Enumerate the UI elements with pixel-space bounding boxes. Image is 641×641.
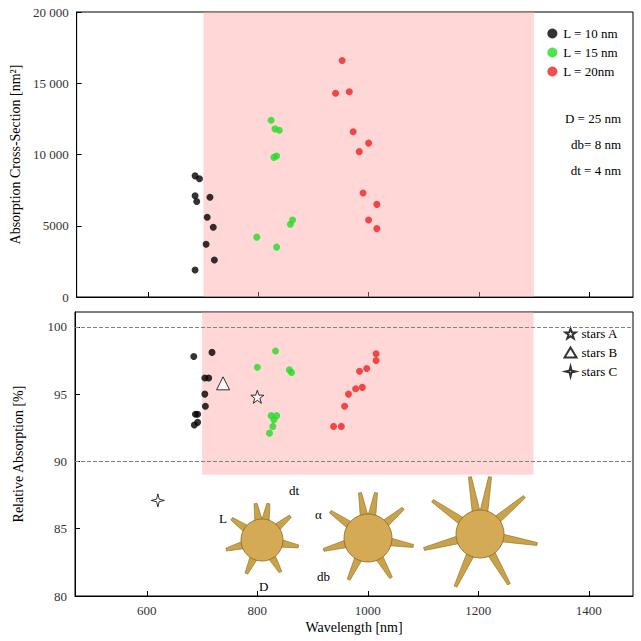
svg-text:dt = 4 nm: dt = 4 nm: [571, 163, 621, 178]
svg-text:D: D: [259, 579, 268, 594]
svg-text:stars C: stars C: [582, 364, 618, 379]
svg-text:Absorption Cross-Section [nm²]: Absorption Cross-Section [nm²]: [8, 65, 23, 245]
svg-text:db= 8 nm: db= 8 nm: [571, 137, 621, 152]
svg-text:L: L: [219, 511, 227, 526]
svg-text:α: α: [315, 507, 322, 522]
svg-text:20 000: 20 000: [33, 5, 69, 20]
svg-text:dt: dt: [289, 483, 300, 498]
svg-text:D = 25 nm: D = 25 nm: [565, 111, 621, 126]
svg-text:90: 90: [54, 454, 67, 469]
svg-text:L = 15 nm: L = 15 nm: [563, 45, 617, 60]
svg-text:Wavelength [nm]: Wavelength [nm]: [305, 620, 402, 635]
svg-text:95: 95: [54, 387, 67, 402]
svg-text:L = 10 nm: L = 10 nm: [563, 26, 617, 41]
svg-text:10 000: 10 000: [33, 147, 69, 162]
svg-text:stars B: stars B: [582, 345, 618, 360]
svg-text:800: 800: [248, 603, 268, 618]
svg-text:80: 80: [54, 589, 67, 604]
svg-text:Relative Absorption [%]: Relative Absorption [%]: [11, 386, 26, 523]
svg-text:db: db: [317, 569, 330, 584]
svg-text:1400: 1400: [576, 603, 602, 618]
svg-text:0: 0: [62, 290, 69, 305]
svg-text:L = 20nm: L = 20nm: [563, 64, 614, 79]
svg-text:1200: 1200: [465, 603, 491, 618]
svg-text:5000: 5000: [43, 218, 69, 233]
svg-text:1000: 1000: [355, 603, 381, 618]
svg-text:600: 600: [137, 603, 157, 618]
svg-text:stars A: stars A: [582, 326, 618, 341]
svg-text:15 000: 15 000: [33, 76, 69, 91]
svg-text:100: 100: [48, 319, 68, 334]
svg-text:85: 85: [54, 521, 67, 536]
